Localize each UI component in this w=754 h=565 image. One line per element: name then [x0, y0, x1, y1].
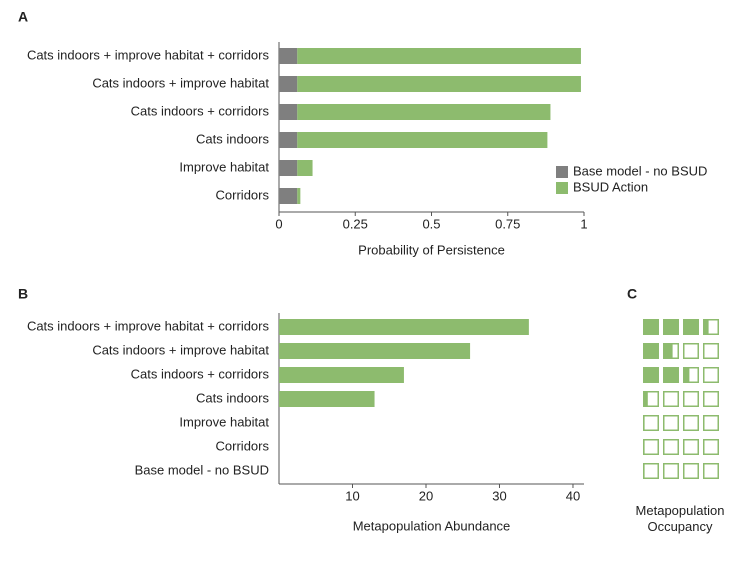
occupancy-cell	[643, 463, 659, 479]
x-tick-label: 0	[275, 216, 282, 231]
occupancy-fill	[683, 367, 690, 383]
occupancy-cell	[663, 391, 679, 407]
x-tick-label: 20	[419, 488, 433, 503]
y-tick-label: Cats indoors + improve habitat + corrido…	[27, 47, 270, 62]
occupancy-cell	[663, 319, 679, 335]
occupancy-cell	[683, 463, 699, 479]
legend-label: BSUD Action	[573, 179, 648, 194]
y-tick-label: Improve habitat	[179, 159, 269, 174]
occupancy-cell	[683, 319, 699, 335]
y-tick-label: Corridors	[216, 438, 270, 453]
x-tick-label: 30	[492, 488, 506, 503]
x-tick-label: 40	[566, 488, 580, 503]
occupancy-fill	[643, 343, 659, 359]
occupancy-cell	[703, 343, 719, 359]
occupancy-cell	[683, 415, 699, 431]
panel-label: A	[18, 9, 28, 25]
occupancy-cell	[663, 343, 679, 359]
bar-segment	[297, 76, 581, 92]
bar	[279, 391, 375, 407]
panel-label: B	[18, 286, 28, 302]
y-tick-label: Cats indoors + corridors	[131, 366, 270, 381]
bar-segment	[279, 76, 298, 92]
y-tick-label: Corridors	[216, 187, 270, 202]
legend-label: Base model - no BSUD	[573, 163, 707, 178]
occupancy-fill	[643, 367, 659, 383]
bar-segment	[279, 104, 298, 120]
y-tick-label: Cats indoors	[196, 131, 269, 146]
bar	[279, 343, 471, 359]
x-tick-label: 0.75	[495, 216, 520, 231]
bar-segment	[297, 160, 313, 176]
bar-segment	[297, 104, 551, 120]
x-tick-label: 0.5	[422, 216, 440, 231]
y-tick-label: Base model - no BSUD	[135, 462, 269, 477]
bar-segment	[279, 48, 298, 64]
x-axis-title: Metapopulation Occupancy	[635, 503, 725, 534]
occupancy-cell	[663, 439, 679, 455]
y-tick-label: Cats indoors + corridors	[131, 103, 270, 118]
y-tick-label: Cats indoors	[196, 390, 269, 405]
legend-swatch	[556, 166, 568, 178]
occupancy-cell	[703, 439, 719, 455]
occupancy-cell	[643, 439, 659, 455]
occupancy-fill	[683, 319, 699, 335]
occupancy-fill	[663, 367, 679, 383]
occupancy-cell	[683, 343, 699, 359]
occupancy-cell	[703, 391, 719, 407]
occupancy-cell	[663, 367, 679, 383]
x-tick-label: 1	[580, 216, 587, 231]
panel-label: C	[627, 286, 637, 302]
y-tick-label: Cats indoors + improve habitat	[92, 342, 269, 357]
y-tick-label: Cats indoors + improve habitat	[92, 75, 269, 90]
bar	[279, 367, 404, 383]
x-tick-label: 10	[345, 488, 359, 503]
occupancy-fill	[663, 343, 673, 359]
occupancy-cell	[643, 367, 659, 383]
occupancy-fill	[703, 319, 709, 335]
occupancy-cell	[703, 367, 719, 383]
occupancy-cell	[683, 367, 699, 383]
x-axis-title: Probability of Persistence	[358, 242, 505, 257]
bar-segment	[279, 132, 298, 148]
occupancy-cell	[643, 391, 659, 407]
bar-segment	[297, 48, 581, 64]
y-tick-label: Cats indoors + improve habitat + corrido…	[27, 318, 270, 333]
occupancy-cell	[703, 319, 719, 335]
occupancy-cell	[643, 415, 659, 431]
occupancy-fill	[643, 391, 648, 407]
legend-swatch	[556, 182, 568, 194]
occupancy-cell	[663, 415, 679, 431]
bar-segment	[279, 160, 298, 176]
x-axis-title: Metapopulation Abundance	[353, 518, 511, 533]
bar-segment	[279, 188, 298, 204]
occupancy-cell	[683, 439, 699, 455]
bar-segment	[297, 132, 548, 148]
y-tick-label: Improve habitat	[179, 414, 269, 429]
occupancy-cell	[703, 463, 719, 479]
bar	[279, 319, 529, 335]
occupancy-cell	[643, 343, 659, 359]
bar-segment	[297, 188, 301, 204]
occupancy-cell	[703, 415, 719, 431]
x-tick-label: 0.25	[343, 216, 368, 231]
occupancy-cell	[643, 319, 659, 335]
occupancy-cell	[663, 463, 679, 479]
occupancy-fill	[643, 319, 659, 335]
occupancy-fill	[663, 319, 679, 335]
occupancy-cell	[683, 391, 699, 407]
